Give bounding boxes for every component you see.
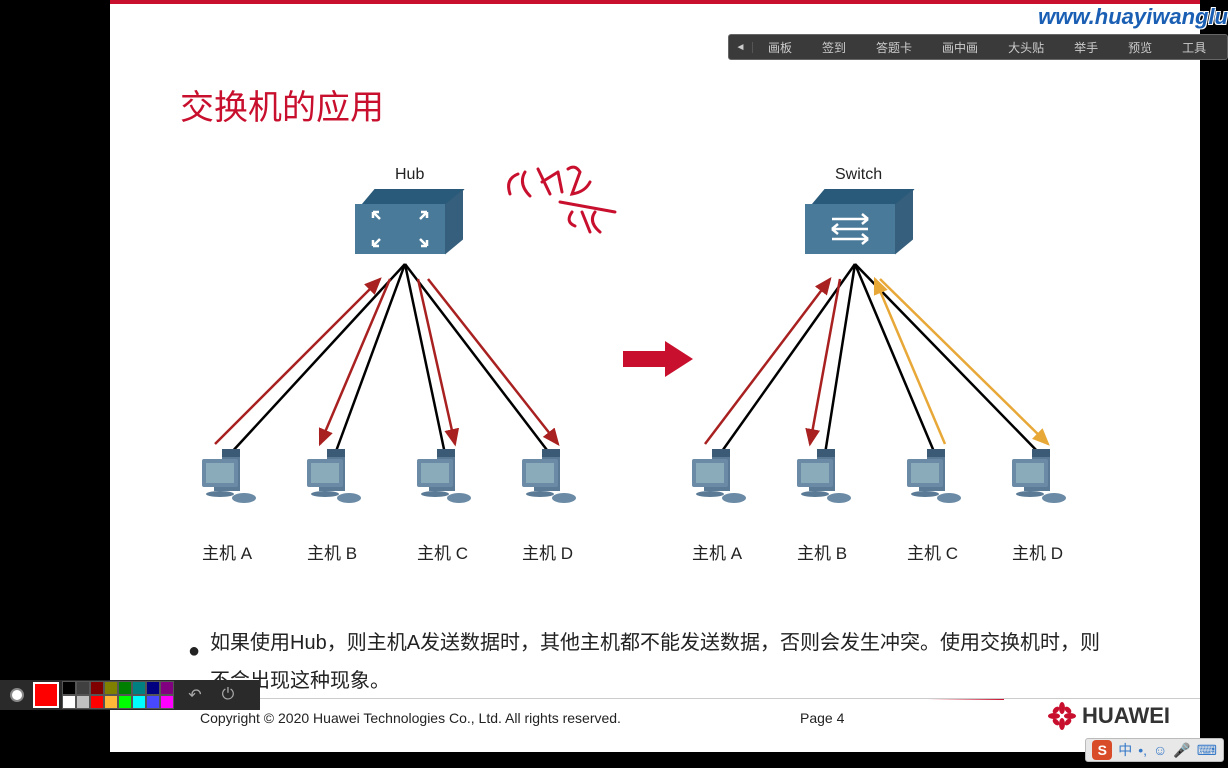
copyright-text: Copyright © 2020 Huawei Technologies Co.… [200, 710, 621, 726]
top-toolbar: ◄ 画板 签到 答题卡 画中画 大头贴 举手 预览 工具 [728, 34, 1228, 60]
host-label: 主机 D [1012, 539, 1063, 564]
ime-toolbar: S 中 •, ☺ 🎤 ⌨ [1085, 738, 1224, 762]
bullet-content: 如果使用Hub，则主机A发送数据时，其他主机都不能发送数据，否则会发生冲突。使用… [210, 632, 1100, 692]
huawei-brand-text: HUAWEI [1082, 703, 1170, 729]
handwriting-annotation [500, 164, 650, 254]
annotation-toolbar: ↶ ⏻ [0, 680, 260, 710]
ime-voice-button[interactable]: 🎤 [1173, 742, 1190, 759]
host-label: 主机 B [797, 539, 847, 564]
color-swatch[interactable] [62, 681, 76, 695]
computer-icon [795, 444, 855, 509]
hub-device-icon [355, 189, 455, 259]
computer-icon [1010, 444, 1070, 509]
huawei-petal-icon [1048, 702, 1076, 730]
toolbar-item-preview[interactable]: 预览 [1113, 39, 1167, 56]
host-label: 主机 C [417, 539, 468, 564]
color-swatch[interactable] [90, 681, 104, 695]
network-diagram: Hub Switch [180, 144, 1130, 564]
color-swatch[interactable] [132, 681, 146, 695]
host-label: 主机 C [907, 539, 958, 564]
toolbar-item-board[interactable]: 画板 [753, 39, 807, 56]
toolbar-item-tools[interactable]: 工具 [1167, 39, 1221, 56]
switch-label: Switch [835, 166, 882, 184]
computer-icon [200, 444, 260, 509]
computer-icon [305, 444, 365, 509]
transition-arrow-icon [623, 341, 693, 377]
color-palette [62, 681, 174, 709]
ime-lang-button[interactable]: 中 [1118, 740, 1132, 760]
computer-icon [690, 444, 750, 509]
ime-emoji-button[interactable]: ☺ [1153, 742, 1167, 758]
switch-device-icon [805, 189, 905, 259]
ime-punct-button[interactable]: •, [1138, 742, 1147, 758]
host-label: 主机 A [202, 539, 252, 564]
computer-icon [415, 444, 475, 509]
current-color-swatch[interactable] [33, 682, 59, 708]
color-swatch[interactable] [118, 695, 132, 709]
slide-content: 交换机的应用 Hub Switch [110, 4, 1200, 752]
toolbar-item-pip[interactable]: 画中画 [927, 39, 993, 56]
computer-icon [520, 444, 580, 509]
toolbar-item-raisehand[interactable]: 举手 [1059, 39, 1113, 56]
color-swatch[interactable] [90, 695, 104, 709]
bullet-icon: ● [188, 632, 200, 670]
toolbar-item-sticker[interactable]: 大头贴 [993, 39, 1059, 56]
ime-logo-icon[interactable]: S [1092, 740, 1112, 760]
host-label: 主机 B [307, 539, 357, 564]
slide-bullet: ● 如果使用Hub，则主机A发送数据时，其他主机都不能发送数据，否则会发生冲突。… [210, 624, 1110, 700]
color-swatch[interactable] [132, 695, 146, 709]
color-swatch[interactable] [104, 681, 118, 695]
color-swatch[interactable] [76, 695, 90, 709]
color-swatch[interactable] [160, 681, 174, 695]
record-indicator-icon[interactable] [10, 688, 24, 702]
host-label: 主机 A [692, 539, 742, 564]
page-number: Page 4 [800, 710, 844, 726]
color-swatch[interactable] [62, 695, 76, 709]
slide-title: 交换机的应用 [180, 80, 384, 129]
computer-icon [905, 444, 965, 509]
huawei-logo: HUAWEI [1048, 702, 1170, 730]
color-swatch[interactable] [76, 681, 90, 695]
power-button[interactable]: ⏻ [216, 683, 240, 707]
toolbar-back-icon[interactable]: ◄ [729, 42, 753, 53]
toolbar-item-signin[interactable]: 签到 [807, 39, 861, 56]
undo-button[interactable]: ↶ [183, 683, 207, 707]
color-swatch[interactable] [118, 681, 132, 695]
toolbar-item-answer[interactable]: 答题卡 [861, 39, 927, 56]
ime-keyboard-button[interactable]: ⌨ [1197, 742, 1217, 759]
color-swatch[interactable] [104, 695, 118, 709]
watermark-url: www.huayiwanglu [1038, 4, 1228, 30]
color-swatch[interactable] [146, 695, 160, 709]
hub-label: Hub [395, 166, 424, 184]
slide-footer: Copyright © 2020 Huawei Technologies Co.… [110, 706, 1200, 736]
color-swatch[interactable] [146, 681, 160, 695]
host-label: 主机 D [522, 539, 573, 564]
color-swatch[interactable] [160, 695, 174, 709]
